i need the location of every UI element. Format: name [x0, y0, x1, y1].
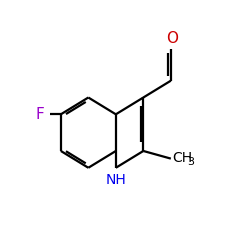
Text: CH: CH	[173, 151, 193, 165]
Text: O: O	[166, 31, 178, 46]
Text: 3: 3	[187, 157, 194, 167]
Text: NH: NH	[106, 173, 126, 187]
Text: F: F	[35, 107, 44, 122]
